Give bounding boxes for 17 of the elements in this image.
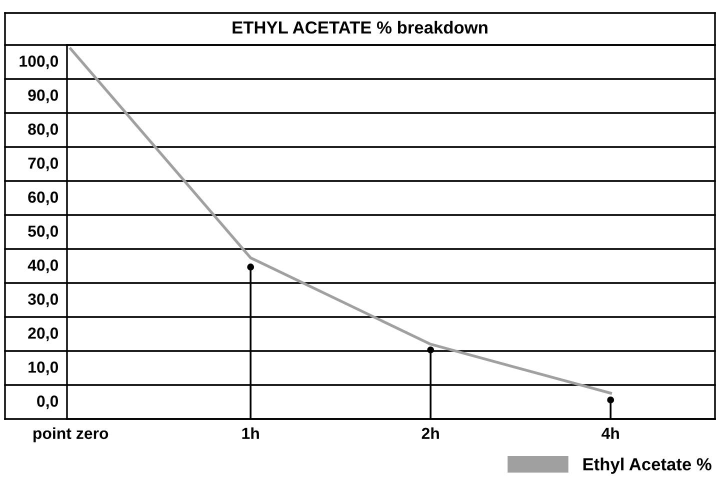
x-tick-label: 1h [242, 427, 259, 439]
y-tick-label: 50,0 [28, 226, 58, 240]
y-tick-label: 60,0 [28, 192, 58, 206]
y-tick-label: 70,0 [28, 158, 58, 172]
y-tick-label: 90,0 [28, 90, 58, 104]
y-tick-label: 10,0 [28, 362, 58, 376]
y-tick-label: 20,0 [28, 328, 58, 342]
x-tick-label: 2h [422, 427, 439, 439]
chart-title: ETHYL ACETATE % breakdown [232, 20, 488, 34]
y-tick-label: 0,0 [37, 396, 58, 410]
legend-label: Ethyl Acetate % [583, 458, 712, 474]
y-tick-label: 80,0 [28, 124, 58, 138]
x-tick-label: point zero [34, 427, 108, 442]
y-tick-label: 30,0 [28, 294, 58, 308]
y-tick-label: 100,0 [20, 56, 58, 70]
y-tick-label: 40,0 [28, 260, 58, 274]
x-tick-label: 4h [602, 427, 619, 439]
